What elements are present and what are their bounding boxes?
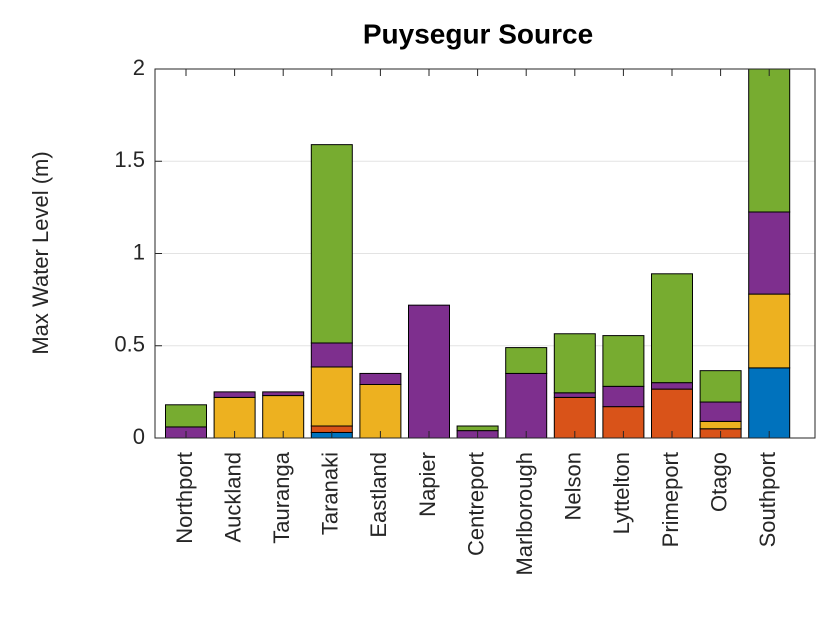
- bar-segment: [456, 425, 499, 432]
- x-tick-label: Marlborough: [512, 452, 537, 576]
- bar-segment: [602, 385, 645, 408]
- bar-segment: [602, 335, 645, 387]
- bar-segment: [262, 391, 305, 397]
- bar-segment: [262, 395, 305, 439]
- y-tick-label: 1: [133, 239, 145, 264]
- x-tick-label: Auckland: [220, 452, 245, 543]
- bar-segment: [651, 382, 693, 390]
- bar-segment: [699, 401, 742, 422]
- y-tick-label: 0.5: [114, 332, 145, 357]
- bar-segment: [310, 342, 353, 368]
- x-tick-label: Northport: [172, 452, 197, 544]
- bar-segment: [748, 211, 791, 295]
- bar-segment: [310, 144, 353, 344]
- x-tick-label: Centreport: [463, 452, 488, 556]
- x-tick-label: Primeport: [658, 452, 683, 547]
- bar-segment: [165, 404, 207, 428]
- x-tick-label: Taranaki: [318, 452, 343, 535]
- x-tick-label: Southport: [755, 452, 780, 547]
- y-tick-label: 1.5: [114, 147, 145, 172]
- bar-segment: [748, 68, 791, 213]
- bar-segment: [505, 372, 548, 439]
- y-tick-label: 0: [133, 424, 145, 449]
- bar-segment: [359, 383, 402, 439]
- y-tick-label: 2: [133, 55, 145, 80]
- bar-segment: [310, 366, 353, 427]
- x-tick-label: Eastland: [366, 452, 391, 538]
- bar-segment: [699, 420, 742, 430]
- x-tick-label: Lyttelton: [609, 452, 634, 534]
- bar-segment: [748, 293, 791, 369]
- x-tick-label: Otago: [706, 452, 731, 512]
- bar-segment: [651, 273, 693, 384]
- axes-box: [154, 68, 816, 439]
- x-tick-label: Tauranga: [269, 451, 294, 544]
- bar-segment: [359, 372, 402, 385]
- chart-title: Puysegur Source: [363, 18, 593, 49]
- bar-segment: [651, 388, 693, 439]
- bar-segment: [553, 392, 596, 398]
- bar-segment: [408, 304, 450, 439]
- y-axis-label: Max Water Level (m): [28, 151, 53, 354]
- x-tick-label: Nelson: [561, 452, 586, 520]
- bar-segment: [553, 333, 596, 394]
- bar-segment: [505, 347, 548, 374]
- bar-segment: [748, 367, 791, 439]
- x-tick-label: Napier: [415, 452, 440, 517]
- bar-segment: [213, 391, 256, 398]
- bar-segment: [699, 370, 742, 403]
